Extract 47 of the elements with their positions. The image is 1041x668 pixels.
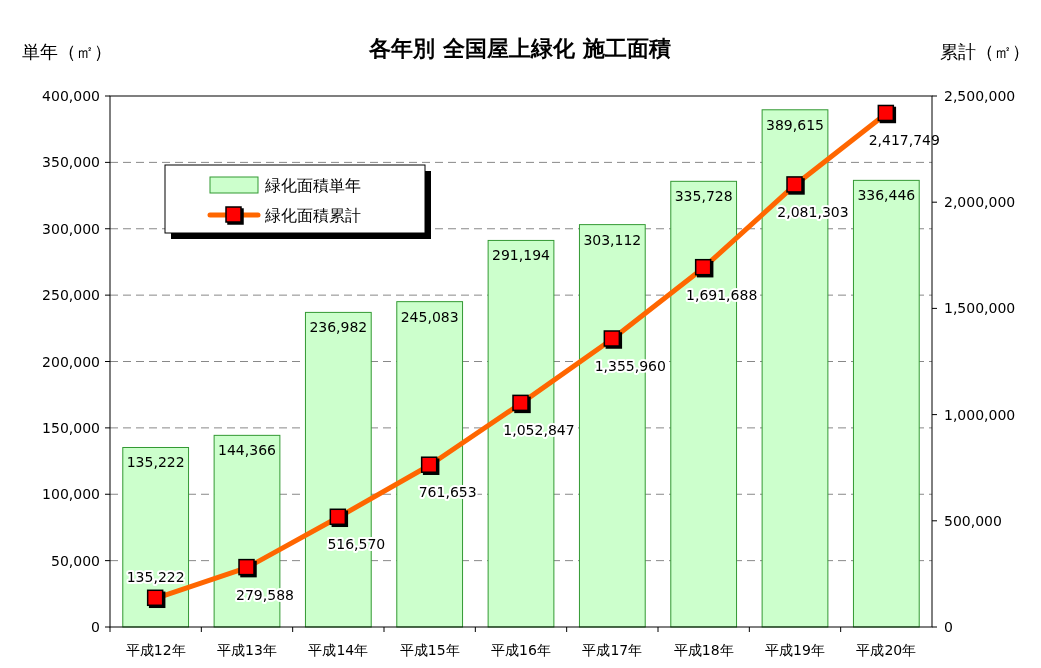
y-tick-label: 50,000 [51,552,100,569]
y-axis-title: 単年（㎡） [22,41,112,62]
y-tick-label: 200,000 [42,353,100,370]
y2-tick-label: 2,000,000 [944,194,1016,211]
data-label: 135,222 [126,569,185,586]
y2-tick-label: 1,000,000 [944,406,1016,423]
y-tick-label: 100,000 [42,486,100,503]
data-label: 336,446 [857,187,916,204]
data-label: 516,570 [327,536,386,553]
data-label: 389,615 [766,116,824,133]
y-tick-label: 300,000 [42,220,100,237]
x-tick-label: 平成16年 [491,642,551,658]
x-tick-label: 平成12年 [125,642,186,658]
y-tick-label: 150,000 [42,419,100,436]
y2-tick-label: 1,500,000 [944,300,1016,317]
data-label: 236,982 [309,319,368,336]
data-label: 303,112 [583,231,642,248]
x-tick-label: 平成15年 [399,642,460,658]
y2-axis-title: 累計（㎡） [940,41,1030,62]
data-label: 335,728 [674,188,733,205]
y-tick-label: 350,000 [42,154,100,171]
data-label: 1,052,847 [503,422,575,439]
bar [852,179,920,628]
y-tick-label: 0 [91,619,100,635]
data-label: 2,417,749 [868,132,940,149]
x-tick-label: 平成13年 [217,642,277,658]
data-label: 2,081,303 [777,203,849,220]
data-label: 245,083 [400,308,459,325]
x-tick-label: 平成20年 [856,642,917,658]
data-label: 135,222 [126,454,185,471]
legend-label: 緑化面積累計 [264,206,361,225]
y2-tick-label: 2,500,000 [944,88,1016,104]
data-label: 1,355,960 [594,357,666,374]
legend-label: 緑化面積単年 [264,176,361,195]
data-label: 291,194 [492,247,551,264]
x-tick-label: 平成14年 [308,642,369,658]
x-tick-label: 平成18年 [673,642,734,658]
y2-tick-label: 500,000 [944,512,1002,529]
x-tick-label: 平成17年 [582,642,643,658]
bar [122,446,190,628]
x-tick-label: 平成19年 [765,642,825,658]
y-tick-label: 400,000 [42,88,100,104]
data-label: 144,366 [218,442,277,459]
y2-tick-label: 0 [944,619,953,635]
data-label: 279,588 [236,586,294,603]
chart-title: 各年別 全国屋上緑化 施工面積 [368,36,671,61]
y-tick-label: 250,000 [42,287,100,304]
